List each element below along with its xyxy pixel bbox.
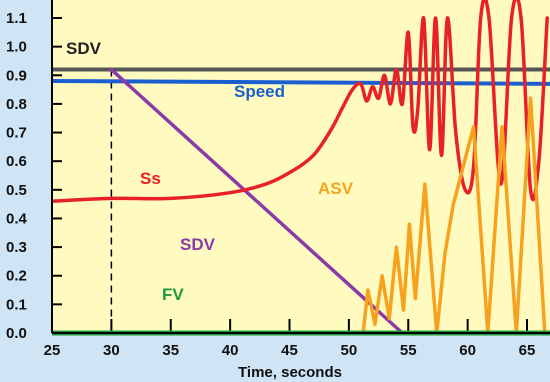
y-tick-label: 0.6 [6,153,27,170]
annotation-speed: Speed [234,82,285,101]
annotation-sdv-level: SDV [66,39,102,58]
y-tick-label: 0.1 [6,296,27,313]
x-tick-label: 50 [341,342,358,359]
x-tick-label: 35 [162,342,179,359]
y-tick-label: 1.0 [6,39,27,56]
x-tick-label: 55 [400,342,417,359]
y-tick-label: 1.1 [6,10,27,27]
annotation-sdv: SDV [180,235,216,254]
x-tick-label: 40 [222,342,239,359]
y-tick-label: 0.8 [6,96,27,113]
y-tick-label: 0.7 [6,125,27,142]
annotation-asv: ASV [318,179,354,198]
y-tick-label: 0.3 [6,239,27,256]
y-tick-label: 0.9 [6,67,27,84]
x-tick-label: 45 [281,342,298,359]
series-line-asv [361,96,547,335]
y-axis-ticks: 0.0 0.1 0.2 0.3 0.4 0.5 0.6 0.7 0.8 0.9 1.0 1.1 [6,10,62,342]
x-tick-label: 30 [103,342,120,359]
x-tick-label: 65 [519,342,536,359]
y-tick-label: 0.2 [6,268,27,285]
annotation-ss: Ss [140,169,161,188]
y-tick-label: 0.5 [6,182,27,199]
x-tick-label: 60 [459,342,476,359]
series-annotations: SDV Speed Ss ASV SDV FV [66,39,354,304]
x-axis-label: Time, seconds [238,364,342,381]
y-tick-label: 0.0 [6,325,27,342]
x-tick-label: 25 [44,342,61,359]
series-line-ss [52,0,549,204]
y-tick-label: 0.4 [6,210,28,227]
annotation-fv: FV [162,285,184,304]
series-line-speed [52,79,550,86]
